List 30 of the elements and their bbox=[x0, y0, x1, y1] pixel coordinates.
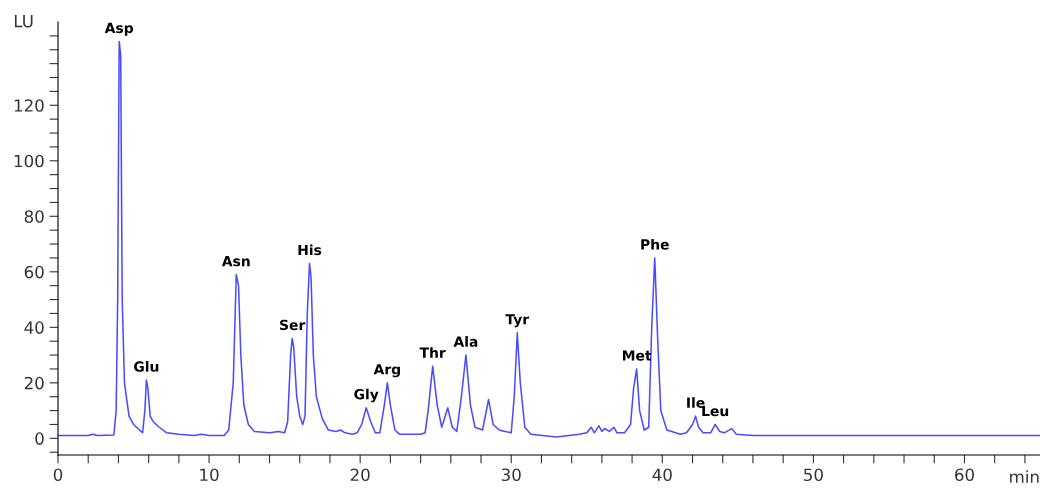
x-tick-label: 10 bbox=[200, 468, 219, 482]
y-tick-label: 0 bbox=[35, 432, 44, 445]
x-tick-label: 20 bbox=[350, 468, 370, 482]
annotation: Ser bbox=[280, 319, 306, 331]
y-tick-label: 20 bbox=[24, 376, 44, 390]
x-tick-label: 0 bbox=[53, 468, 63, 482]
annotation: Leu bbox=[702, 405, 729, 417]
annotation: Ile bbox=[687, 397, 705, 408]
y-tick-label: 100 bbox=[14, 154, 44, 168]
annotation: Asn bbox=[221, 256, 250, 267]
y-tick-label: 80 bbox=[24, 210, 44, 223]
line-series bbox=[58, 40, 1040, 438]
x-tick-label: 50 bbox=[804, 468, 823, 482]
annotation: Thr bbox=[419, 347, 446, 358]
y-tick-label: 120 bbox=[14, 99, 44, 112]
annotation: Phe bbox=[641, 238, 669, 250]
annotation: His bbox=[298, 244, 322, 256]
y-tick-label: 60 bbox=[24, 265, 44, 279]
annotation: Glu bbox=[134, 361, 159, 372]
x-axis-title: min bbox=[1010, 470, 1039, 483]
x-tick-label: 30 bbox=[501, 468, 521, 482]
annotation: Ala bbox=[453, 336, 478, 347]
annotation: Gly bbox=[354, 388, 379, 403]
annotation: Tyr bbox=[505, 314, 530, 328]
y-tick-label: 40 bbox=[24, 321, 44, 334]
annotation: Arg bbox=[373, 364, 400, 378]
x-tick-label: 60 bbox=[955, 468, 974, 482]
annotation: Asp bbox=[104, 22, 134, 36]
x-tick-label: 40 bbox=[652, 468, 672, 482]
y-axis-title: LU bbox=[14, 15, 33, 28]
